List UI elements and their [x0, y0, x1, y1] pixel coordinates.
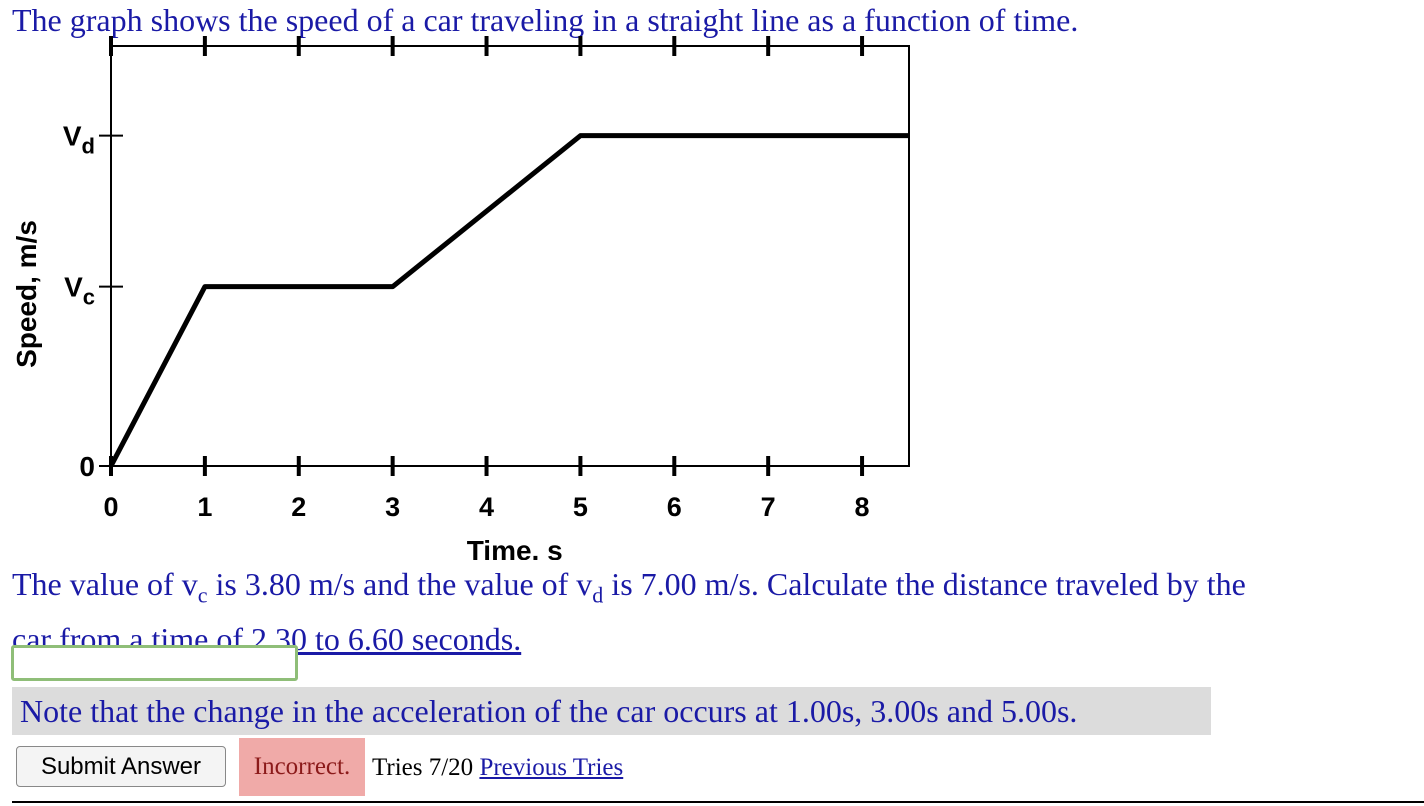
y-axis-label: Speed, m/s — [11, 220, 42, 368]
tries-info: Tries 7/20 Previous Tries — [372, 750, 623, 786]
question-part: is 3.80 m/s and the value of v — [207, 566, 593, 602]
y-tick-label: Vc — [64, 272, 95, 310]
speed-line — [108, 133, 909, 468]
y-tick-label: 0 — [79, 451, 95, 482]
question-part: The value of v — [12, 566, 198, 602]
problem-intro: The graph shows the speed of a car trave… — [12, 2, 1079, 38]
question-part: is 7.00 m/s. Calculate the distance trav… — [603, 566, 1246, 602]
x-tick-label: 0 — [103, 492, 118, 522]
x-tick-label: 7 — [761, 492, 776, 522]
tries-count: Tries 7/20 — [372, 754, 474, 781]
vc-subscript: c — [197, 582, 208, 608]
question-text: The value of vc is 3.80 m/s and the valu… — [12, 562, 1417, 661]
hint-note: Note that the change in the acceleration… — [12, 687, 1211, 735]
x-axis-label: Time, s — [467, 535, 563, 560]
x-tick-label: 1 — [197, 492, 212, 522]
answer-input[interactable] — [11, 645, 298, 681]
vd-subscript: d — [592, 582, 604, 608]
submit-answer-button[interactable]: Submit Answer — [16, 746, 226, 787]
x-tick-label: 5 — [573, 492, 588, 522]
x-tick-label: 2 — [291, 492, 306, 522]
status-badge: Incorrect. — [239, 738, 365, 796]
plot-frame — [110, 45, 910, 467]
x-tick-label: 6 — [667, 492, 682, 522]
previous-tries-link[interactable]: Previous Tries — [479, 754, 624, 781]
speed-time-graph: 0 1 2 3 4 5 6 7 8 0 Vc Vd Time, s Speed, m/s — [11, 36, 910, 560]
x-tick-label: 4 — [479, 492, 494, 522]
x-tick-label: 3 — [385, 492, 400, 522]
y-tick-label: Vd — [63, 121, 95, 159]
divider — [12, 801, 1424, 803]
x-tick-label: 8 — [855, 492, 870, 522]
